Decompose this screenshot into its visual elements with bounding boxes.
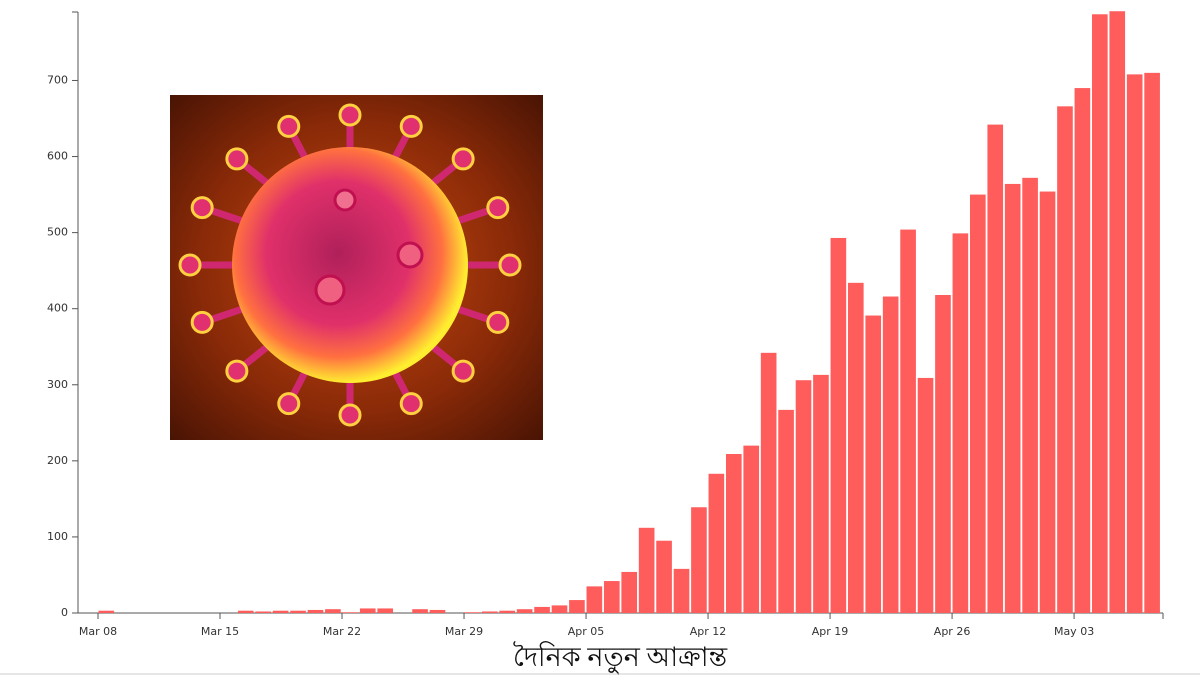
x-tick-label: Apr 26 xyxy=(934,625,971,638)
x-tick-label: May 03 xyxy=(1054,625,1094,638)
bar xyxy=(272,610,289,613)
bar xyxy=(359,608,376,613)
bar xyxy=(1022,177,1038,613)
x-axis-title: দৈনিক নতুন আক্রান্ত xyxy=(513,641,728,674)
spike-head xyxy=(190,310,214,334)
bar xyxy=(237,610,254,613)
bar xyxy=(621,571,638,613)
x-tick-label: Apr 12 xyxy=(690,625,727,638)
spike-head xyxy=(178,253,202,277)
spike-head xyxy=(277,114,301,138)
bar xyxy=(551,605,568,613)
bar xyxy=(656,540,672,613)
bar xyxy=(813,374,829,613)
spike-head xyxy=(338,403,362,427)
spike-head xyxy=(451,359,475,383)
bar xyxy=(1057,106,1073,614)
bar xyxy=(98,610,115,613)
spike-head xyxy=(399,114,423,138)
spike-head xyxy=(486,196,510,220)
bar xyxy=(708,473,725,613)
bar xyxy=(603,581,620,613)
x-tick-label: Apr 19 xyxy=(812,625,849,638)
y-tick-label: 100 xyxy=(47,530,68,543)
bar xyxy=(952,233,969,613)
y-tick-label: 600 xyxy=(47,150,68,163)
virus-image xyxy=(170,95,543,440)
bar xyxy=(1039,191,1056,613)
bar xyxy=(377,608,394,613)
bar xyxy=(935,295,951,613)
y-tick-label: 200 xyxy=(47,454,68,467)
bar xyxy=(342,612,359,613)
bar xyxy=(569,600,585,613)
bar xyxy=(325,609,341,613)
x-tick-label: Mar 15 xyxy=(201,625,239,638)
bar xyxy=(429,609,446,613)
bar xyxy=(830,237,847,614)
x-tick-label: Mar 08 xyxy=(79,625,117,638)
y-tick-label: 700 xyxy=(47,73,68,86)
spike-head xyxy=(486,310,510,334)
spike-head xyxy=(338,103,362,127)
spike-head xyxy=(399,392,423,416)
spike-head xyxy=(225,359,249,383)
bar xyxy=(499,610,516,613)
bar xyxy=(987,124,1004,613)
y-tick-label: 300 xyxy=(47,378,68,391)
bar xyxy=(481,611,498,613)
bar xyxy=(1126,74,1143,614)
bar xyxy=(778,409,794,613)
y-tick-label: 400 xyxy=(47,302,68,315)
bar xyxy=(1109,11,1126,613)
bar xyxy=(882,296,899,613)
x-tick-label: Apr 05 xyxy=(568,625,605,638)
spike-head xyxy=(498,253,522,277)
x-tick-label: Mar 22 xyxy=(323,625,361,638)
bar xyxy=(516,609,533,613)
bar xyxy=(412,609,428,613)
bar xyxy=(900,229,916,613)
bar xyxy=(865,315,882,613)
bar xyxy=(255,611,271,613)
bar xyxy=(917,377,934,613)
bar xyxy=(795,380,812,613)
bar xyxy=(1144,72,1160,613)
bar xyxy=(760,352,777,613)
bar xyxy=(464,612,481,613)
spike-head xyxy=(190,196,214,220)
spike-head xyxy=(451,147,475,171)
bar xyxy=(673,568,690,613)
spike-head xyxy=(277,392,301,416)
bar xyxy=(743,445,760,613)
bar xyxy=(307,609,324,613)
bar xyxy=(534,606,550,613)
bar xyxy=(290,610,306,613)
y-tick-label: 500 xyxy=(47,226,68,239)
y-tick-label: 0 xyxy=(61,606,68,619)
bar xyxy=(970,194,986,613)
bar xyxy=(1004,183,1021,613)
bar xyxy=(847,282,864,613)
bar xyxy=(586,586,603,613)
bar xyxy=(1092,14,1108,613)
bar xyxy=(725,454,742,613)
x-tick-label: Mar 29 xyxy=(445,625,483,638)
bar xyxy=(638,527,655,613)
spike-head xyxy=(225,147,249,171)
bar xyxy=(1074,88,1091,614)
bar xyxy=(691,507,707,613)
